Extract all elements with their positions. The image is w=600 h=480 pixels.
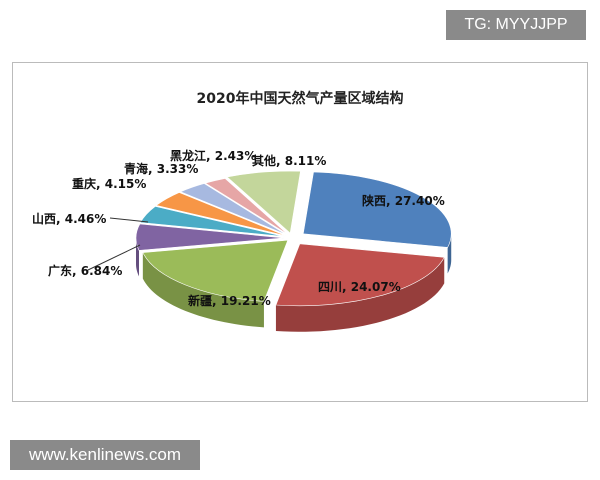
slice-重庆 xyxy=(155,192,286,236)
site-url: www.kenlinews.com xyxy=(10,440,200,470)
label-heilongjiang: 黑龙江, 2.43% xyxy=(170,149,257,163)
slice-side-陕西 xyxy=(447,233,452,274)
label-chongqing: 重庆, 4.15% xyxy=(72,177,147,191)
chart-frame xyxy=(12,62,588,402)
label-qinghai: 青海, 3.33% xyxy=(124,162,199,176)
chart-title: 2020年中国天然气产量区域结构 xyxy=(196,91,404,107)
label-shaanxi: 陕西, 27.40% xyxy=(362,194,445,208)
label-other: 其他, 8.11% xyxy=(252,154,327,168)
slice-青海 xyxy=(179,183,288,236)
label-guangdong: 广东, 6.84% xyxy=(48,264,123,278)
label-shanxi: 山西, 4.46% xyxy=(32,212,107,226)
slice-广东 xyxy=(135,223,285,251)
slice-其他 xyxy=(226,170,301,234)
slice-side-四川 xyxy=(275,257,445,332)
slice-山西 xyxy=(139,206,285,237)
leader-line-shanxi xyxy=(109,217,149,223)
label-xinjiang: 新疆, 19.21% xyxy=(188,294,271,308)
watermark: TG: MYYJJPP xyxy=(446,10,586,40)
slice-side-广东 xyxy=(136,237,139,277)
slice-新疆 xyxy=(142,239,289,302)
slice-陕西 xyxy=(302,171,452,248)
slice-side-新疆 xyxy=(142,252,264,328)
slice-黑龙江 xyxy=(204,178,289,235)
leader-line-guangdong xyxy=(87,244,141,271)
label-sichuan: 四川, 24.07% xyxy=(318,280,401,294)
slice-四川 xyxy=(275,243,445,307)
